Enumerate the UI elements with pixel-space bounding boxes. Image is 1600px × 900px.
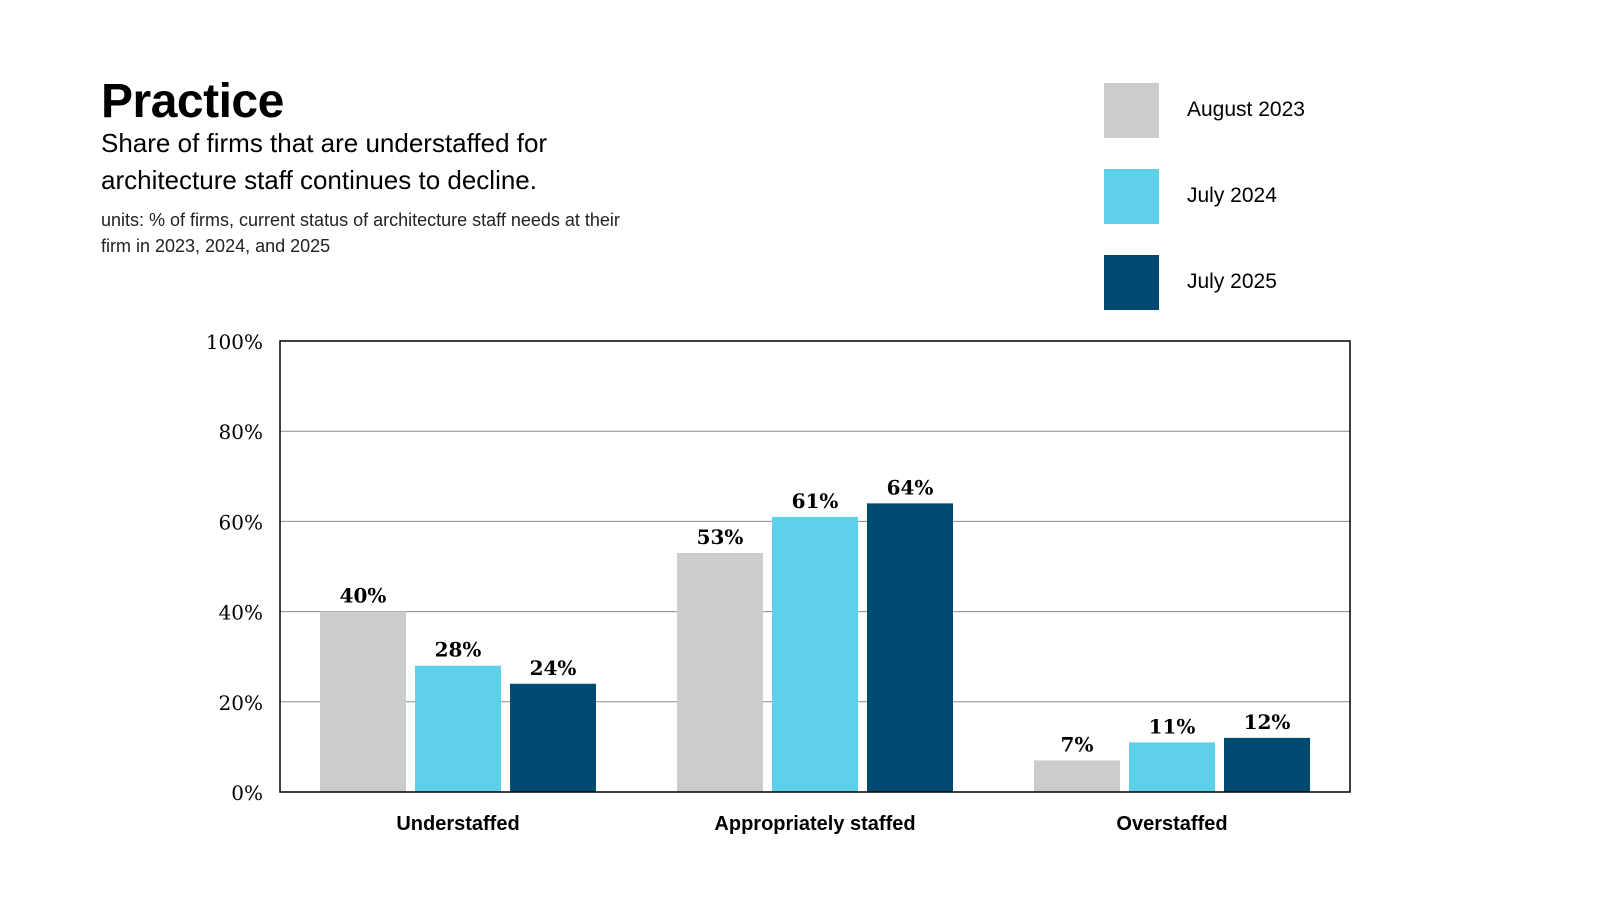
chart-subtitle: Share of firms that are understaffed for… xyxy=(101,128,548,195)
chart-title: Practice xyxy=(101,75,284,128)
bar-1-1 xyxy=(772,516,858,792)
bar-2-0 xyxy=(1034,760,1120,792)
units-note: units: % of firms, current status of arc… xyxy=(101,210,620,256)
category-label-0: Understaffed xyxy=(396,813,519,835)
legend-item-july-2025: July 2025 xyxy=(1104,254,1305,310)
data-label-0-0: 40% xyxy=(340,584,387,608)
legend-swatch-july-2024 xyxy=(1104,168,1159,224)
legend-swatch-august-2023 xyxy=(1104,82,1159,138)
data-label-0-2: 24% xyxy=(530,656,577,680)
data-label-0-1: 28% xyxy=(435,638,482,662)
data-label-2-1: 11% xyxy=(1149,714,1196,738)
bar-1-0 xyxy=(677,552,763,792)
y-tick-label-100: 100% xyxy=(206,330,263,354)
data-label-2-2: 12% xyxy=(1244,710,1291,734)
data-label-1-2: 64% xyxy=(887,475,934,499)
data-label-1-1: 61% xyxy=(792,489,839,513)
bar-0-0 xyxy=(320,611,406,792)
y-tick-label-0: 0% xyxy=(231,781,263,805)
bar-0-1 xyxy=(415,665,501,792)
legend-swatch-july-2025 xyxy=(1104,254,1159,310)
y-tick-label-60: 60% xyxy=(219,510,263,534)
bar-1-2 xyxy=(867,503,953,792)
bar-0-2 xyxy=(510,683,596,792)
data-label-2-0: 7% xyxy=(1061,732,1094,756)
category-label-1: Appropriately staffed xyxy=(714,813,915,835)
plot-frame xyxy=(279,340,1351,793)
y-tick-label-40: 40% xyxy=(219,601,263,625)
legend-item-august-2023: August 2023 xyxy=(1104,82,1305,138)
legend: August 2023 July 2024 July 2025 xyxy=(1104,82,1305,340)
data-label-1-0: 53% xyxy=(697,525,744,549)
bar-2-2 xyxy=(1224,737,1310,792)
legend-item-july-2024: July 2024 xyxy=(1104,168,1305,224)
bar-2-1 xyxy=(1129,742,1215,792)
y-tick-label-80: 80% xyxy=(219,420,263,444)
legend-label-july-2024: July 2024 xyxy=(1187,184,1277,207)
y-tick-label-20: 20% xyxy=(219,691,263,715)
legend-label-july-2025: July 2025 xyxy=(1187,270,1277,293)
legend-label-august-2023: August 2023 xyxy=(1187,98,1305,121)
category-label-2: Overstaffed xyxy=(1116,813,1227,835)
